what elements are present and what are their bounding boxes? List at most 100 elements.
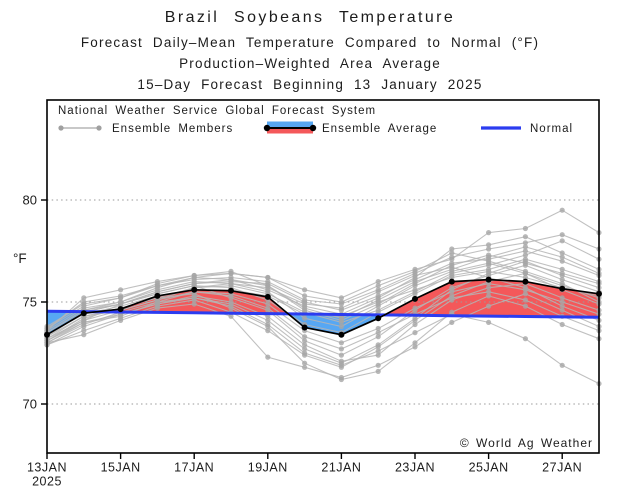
ensemble-member-dot — [302, 334, 308, 340]
ensemble-member-dot — [265, 317, 271, 323]
ensemble-member-dot — [302, 293, 308, 299]
ensemble-member-dot — [559, 272, 565, 279]
copyright-text: © World Ag Weather — [460, 436, 593, 450]
ensemble-members-legend-dot-icon — [58, 125, 64, 131]
ensemble-member-dot — [265, 354, 271, 360]
ensemble-member-dot — [522, 303, 529, 309]
ensemble-member-dot — [375, 362, 381, 368]
ensemble-member-dot — [486, 254, 492, 260]
x-axis-year-label: 2025 — [32, 475, 62, 489]
ensemble-member-dot — [449, 309, 455, 315]
ensemble-member-dot — [265, 323, 271, 330]
ensemble-member-dot — [191, 274, 197, 281]
ensemble-member-dot — [302, 301, 308, 307]
ensemble-member-dot — [486, 258, 492, 264]
ensemble-member-dot — [191, 295, 197, 301]
normal-line — [46, 309, 600, 319]
ensemble-member-dot — [412, 305, 418, 311]
ensemble-member-dot — [154, 297, 160, 303]
legend-source-text: National Weather Service Global Forecast… — [58, 105, 376, 117]
ensemble-average-dot — [154, 292, 161, 299]
x-tick-label: 15JAN — [101, 461, 141, 475]
ensemble-member-line — [46, 236, 600, 332]
ensemble-average-dot — [448, 278, 455, 285]
legend-ensemble-average-label: Ensemble Average — [322, 123, 437, 135]
ensemble-member-dot — [338, 323, 344, 330]
ensemble-member-dot — [412, 330, 418, 336]
ensemble-average-dot — [559, 285, 566, 292]
ensemble-member-dot — [302, 346, 308, 352]
ensemble-average-legend-red-band-icon — [267, 128, 313, 134]
ensemble-member-dot — [486, 289, 492, 295]
x-tick-label: 23JAN — [395, 461, 435, 475]
ensemble-member-dot — [265, 283, 271, 289]
ensemble-member-dot — [522, 244, 529, 250]
y-axis-unit-label: °F — [13, 251, 27, 266]
ensemble-member-dot — [375, 283, 381, 289]
ensemble-member-dot — [559, 258, 565, 264]
ensemble-member-dot — [302, 342, 308, 348]
ensemble-member-dot — [81, 295, 87, 301]
ensemble-member-dot — [522, 285, 529, 291]
ensemble-member-dot — [412, 272, 418, 279]
ensemble-member-dot — [522, 270, 529, 276]
ensemble-member-dot — [265, 301, 271, 307]
ensemble-member-dot — [559, 250, 565, 256]
ensemble-member-dot — [559, 362, 565, 368]
ensemble-member-dot — [449, 250, 455, 256]
ensemble-member-dot — [154, 289, 160, 295]
ensemble-member-dot — [228, 270, 234, 276]
ensemble-member-dot — [81, 328, 87, 334]
ensemble-member-dot — [522, 336, 529, 342]
ensemble-member-line — [46, 283, 600, 344]
ensemble-member-line — [46, 258, 600, 338]
ensemble-member-dot — [559, 266, 565, 272]
ensemble-member-dot — [486, 242, 492, 248]
ensemble-member-dot — [338, 299, 344, 305]
ensemble-member-dot — [486, 230, 492, 236]
ensemble-average-dot — [412, 295, 418, 302]
ensemble-members-legend-dot-icon — [96, 125, 102, 131]
ensemble-member-dot — [559, 303, 565, 309]
x-tick-label: 19JAN — [248, 461, 288, 475]
ensemble-member-line — [46, 260, 600, 364]
ensemble-member-dot — [375, 348, 381, 354]
ensemble-member-dot — [338, 352, 344, 358]
ensemble-member-dot — [559, 232, 565, 238]
ensemble-member-dot — [338, 376, 344, 383]
ensemble-member-dot — [375, 325, 381, 332]
ensemble-member-dot — [522, 225, 529, 232]
legend-normal-label: Normal — [530, 123, 573, 135]
ensemble-member-dot — [338, 346, 344, 352]
ensemble-member-dot — [486, 293, 492, 299]
ensemble-average-line — [46, 278, 600, 336]
ensemble-member-dot — [486, 262, 492, 268]
ensemble-member-dot — [338, 340, 344, 346]
ensemble-member-dot — [154, 301, 160, 307]
ensemble-average-dot — [117, 306, 124, 313]
ensemble-member-dot — [375, 289, 381, 295]
chart-subtitle-3: 15–Day Forecast Beginning 13 January 202… — [137, 77, 483, 92]
ensemble-member-dot — [338, 360, 344, 366]
ensemble-member-line — [46, 209, 600, 332]
ensemble-member-dot — [302, 352, 308, 358]
ensemble-member-dot — [191, 301, 197, 307]
ensemble-member-dot — [412, 340, 418, 346]
plot-border — [46, 99, 600, 454]
ensemble-member-dot — [81, 319, 87, 325]
chart-title: Brazil Soybeans Temperature — [164, 9, 456, 26]
ensemble-average-dot — [191, 286, 198, 293]
ensemble-member-dot — [228, 305, 234, 311]
ensemble-member-line — [46, 293, 600, 379]
legend-ensemble-members-label: Ensemble Members — [112, 123, 233, 135]
ensemble-member-dot — [375, 297, 381, 303]
chart-layers: 70 75 80 13JAN 15JAN 17JAN 19JAN 21JAN 23JAN 25JA… — [23, 193, 602, 489]
ensemble-member-dot — [559, 207, 565, 213]
ensemble-member-dot — [375, 352, 381, 358]
ensemble-member-dot — [449, 319, 455, 325]
ensemble-member-dot — [412, 268, 418, 274]
ensemble-member-dot — [412, 279, 418, 285]
ensemble-member-dot — [302, 315, 308, 321]
